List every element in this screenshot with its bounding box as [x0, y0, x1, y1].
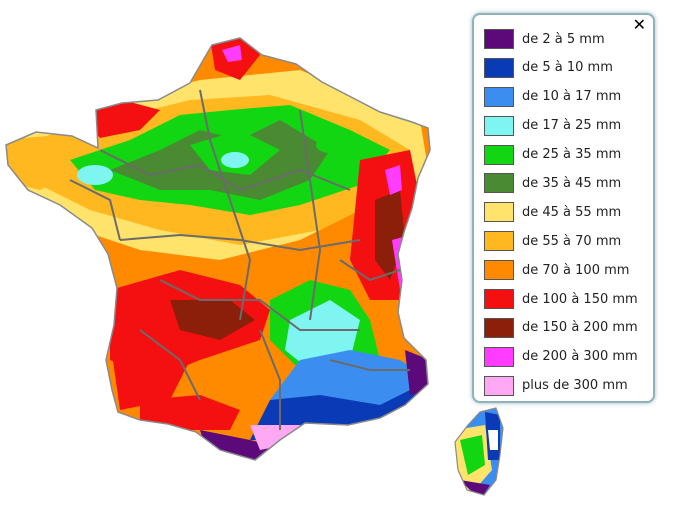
legend-label: de 10 à 17 mm — [522, 89, 622, 105]
legend-item: de 200 à 300 mm — [484, 344, 638, 370]
legend-label: de 45 à 55 mm — [522, 204, 622, 220]
legend-item: de 5 à 10 mm — [484, 55, 638, 81]
france-outline — [5, 37, 431, 461]
legend-swatch — [484, 115, 514, 136]
legend-label: plus de 300 mm — [522, 378, 628, 394]
legend-label: de 2 à 5 mm — [522, 31, 605, 47]
legend-item: de 100 à 150 mm — [484, 286, 638, 312]
legend-label: de 150 à 200 mm — [522, 320, 638, 336]
legend-item: de 25 à 35 mm — [484, 142, 638, 168]
legend-list: de 2 à 5 mm de 5 à 10 mm de 10 à 17 mm de 1… — [484, 26, 638, 402]
legend-label: de 35 à 45 mm — [522, 175, 622, 191]
legend-item: de 10 à 17 mm — [484, 84, 638, 110]
legend-swatch — [484, 375, 514, 396]
legend-swatch — [484, 173, 514, 194]
legend-swatch — [484, 231, 514, 252]
legend-label: de 17 à 25 mm — [522, 118, 622, 134]
legend-label: de 5 à 10 mm — [522, 60, 613, 76]
legend-item: de 150 à 200 mm — [484, 315, 638, 341]
legend-swatch — [484, 29, 514, 49]
legend-swatch — [484, 317, 514, 338]
close-icon[interactable]: ✕ — [632, 15, 646, 34]
legend-swatch — [484, 202, 514, 223]
region-borders — [69, 89, 410, 430]
legend-swatch — [484, 346, 514, 367]
legend-label: de 25 à 35 mm — [522, 147, 622, 163]
legend-item: de 17 à 25 mm — [484, 113, 638, 139]
legend-item: de 55 à 70 mm — [484, 228, 638, 254]
legend-item: plus de 300 mm — [484, 373, 638, 399]
legend-swatch — [484, 289, 514, 310]
legend-panel: ✕ de 2 à 5 mm de 5 à 10 mm de 10 à 17 mm de… — [472, 13, 655, 403]
legend-item: de 45 à 55 mm — [484, 199, 638, 225]
legend-label: de 70 à 100 mm — [522, 262, 630, 278]
france-mainland — [6, 38, 430, 460]
legend-label: de 55 à 70 mm — [522, 233, 622, 249]
legend-label: de 200 à 300 mm — [522, 349, 638, 365]
corsica-outline — [454, 407, 504, 496]
legend-swatch — [484, 260, 514, 281]
legend-swatch — [484, 86, 514, 107]
legend-swatch — [484, 57, 514, 78]
legend-item: de 70 à 100 mm — [484, 257, 638, 283]
legend-item: de 2 à 5 mm — [484, 26, 638, 52]
legend-label: de 100 à 150 mm — [522, 291, 638, 307]
legend-item: de 35 à 45 mm — [484, 170, 638, 196]
legend-swatch — [484, 144, 514, 165]
